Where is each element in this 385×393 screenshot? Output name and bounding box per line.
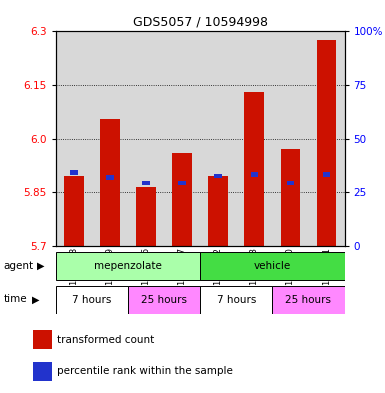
Bar bbox=[323, 172, 330, 176]
Bar bbox=[251, 172, 258, 176]
Bar bbox=[316, 40, 336, 246]
Text: 7 hours: 7 hours bbox=[72, 295, 112, 305]
Text: agent: agent bbox=[4, 261, 34, 271]
Bar bbox=[178, 181, 186, 185]
Bar bbox=[281, 149, 300, 246]
Bar bbox=[200, 252, 345, 281]
Text: 7 hours: 7 hours bbox=[217, 295, 256, 305]
Text: percentile rank within the sample: percentile rank within the sample bbox=[57, 366, 233, 376]
Bar bbox=[70, 170, 78, 175]
Bar bbox=[33, 330, 52, 349]
Bar bbox=[56, 252, 200, 281]
Text: mepenzolate: mepenzolate bbox=[94, 261, 162, 271]
Bar bbox=[142, 181, 150, 185]
Title: GDS5057 / 10594998: GDS5057 / 10594998 bbox=[133, 16, 268, 29]
Bar bbox=[287, 181, 294, 185]
Bar bbox=[214, 174, 222, 178]
Bar bbox=[200, 285, 273, 314]
Text: time: time bbox=[4, 294, 27, 305]
Bar bbox=[136, 187, 156, 246]
Text: 25 hours: 25 hours bbox=[141, 295, 187, 305]
Bar bbox=[172, 153, 192, 246]
Bar bbox=[33, 362, 52, 381]
Bar bbox=[244, 92, 264, 246]
Bar bbox=[64, 176, 84, 246]
Text: ▶: ▶ bbox=[32, 294, 39, 305]
Bar bbox=[56, 285, 128, 314]
Bar bbox=[100, 119, 120, 246]
Bar bbox=[106, 176, 114, 180]
Bar bbox=[128, 285, 200, 314]
Bar bbox=[273, 285, 345, 314]
Text: vehicle: vehicle bbox=[254, 261, 291, 271]
Text: transformed count: transformed count bbox=[57, 334, 155, 345]
Text: ▶: ▶ bbox=[37, 261, 44, 271]
Bar bbox=[208, 176, 228, 246]
Text: 25 hours: 25 hours bbox=[286, 295, 331, 305]
